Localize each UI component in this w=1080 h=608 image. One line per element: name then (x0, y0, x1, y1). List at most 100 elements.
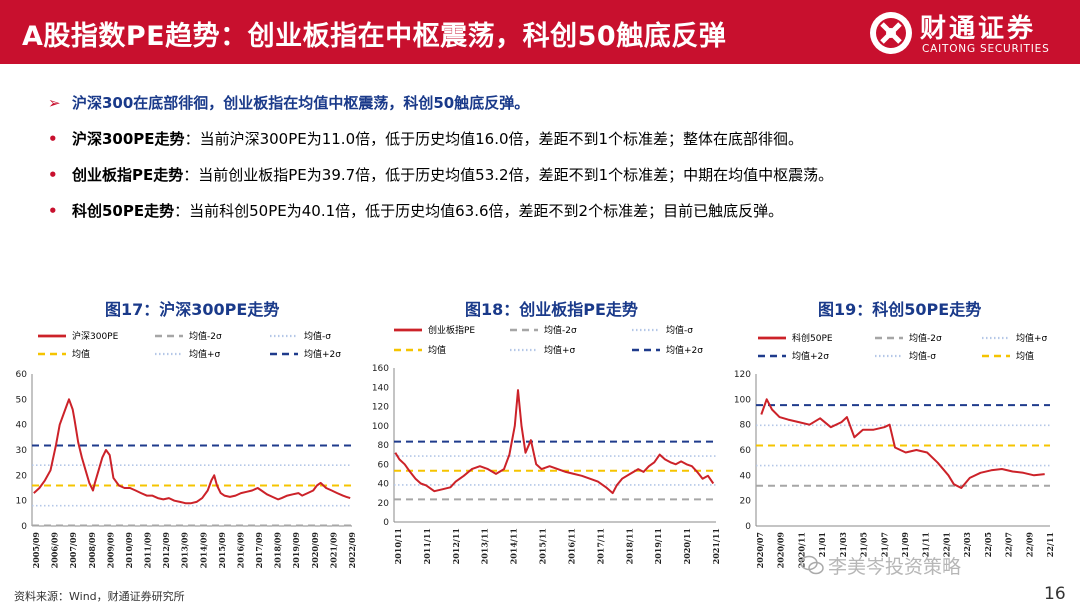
bullet-headline: ➢ 沪深300在底部徘徊，创业板指在均值中枢震荡，科创50触底反弹。 (48, 92, 1048, 128)
legend-label: 沪深300PE (72, 330, 119, 342)
chart-title-chinext: 图18：创业板指PE走势 (465, 300, 638, 319)
x-tick-label: 2020/09 (310, 532, 320, 569)
x-tick-label: 2005/09 (31, 532, 41, 569)
y-tick-label: 40 (740, 471, 752, 481)
y-tick-label: 20 (16, 471, 28, 481)
x-tick-label: 2010/11 (393, 528, 403, 564)
data-source: 资料来源：Wind，财通证券研究所 (14, 590, 185, 603)
y-tick-label: 40 (16, 421, 28, 431)
x-tick-label: 2019/09 (291, 532, 301, 569)
y-tick-label: 140 (372, 383, 389, 393)
bullet-item: • 沪深300PE走势：当前沪深300PE为11.0倍，低于历史均值16.0倍，… (48, 128, 1048, 164)
logo-chinese-name: 财通证券 (920, 14, 1037, 44)
arrow-bullet-icon: ➢ (48, 94, 61, 112)
x-tick-label: 2012/11 (451, 528, 461, 564)
y-tick-label: 60 (378, 460, 390, 470)
x-tick-label: 2017/09 (254, 532, 264, 569)
dot-bullet-icon: • (48, 166, 58, 184)
legend-label: 均值+2σ (304, 348, 341, 360)
x-tick-label: 2020/07 (755, 532, 765, 568)
x-tick-label: 2018/09 (273, 532, 283, 569)
x-tick-label: 21/03 (838, 532, 848, 558)
y-tick-label: 10 (16, 497, 28, 507)
legend-label: 均值-2σ (544, 324, 577, 336)
legend-label: 均值-σ (666, 324, 693, 336)
series-line-pe (394, 389, 715, 495)
watermark-text: 李美岑投资策略 (828, 556, 962, 578)
x-tick-label: 21/05 (859, 532, 869, 557)
x-tick-label: 2020/09 (776, 532, 786, 569)
header-bar: A股指数PE趋势：创业板指在中枢震荡，科创50触底反弹 财通证券 CAITONG… (0, 0, 1080, 64)
legend-label: 均值-σ (909, 350, 936, 362)
x-tick-label: 2008/09 (87, 532, 97, 569)
legend-label: 均值-2σ (909, 332, 942, 344)
x-tick-label: 21/07 (879, 532, 889, 557)
legend-label: 科创50PE (792, 332, 833, 344)
x-tick-label: 2018/11 (624, 528, 634, 564)
x-tick-label: 21/01 (817, 532, 827, 557)
x-tick-label: 2015/11 (538, 528, 548, 564)
x-tick-label: 2020/11 (682, 528, 692, 564)
y-tick-label: 60 (740, 446, 752, 456)
x-tick-label: 2011/11 (422, 528, 432, 564)
y-tick-label: 20 (740, 497, 752, 507)
legend-label: 均值 (72, 348, 90, 360)
dot-bullet-icon: • (48, 202, 58, 220)
x-tick-label: 2014/11 (509, 528, 519, 564)
summary-bullets: ➢ 沪深300在底部徘徊，创业板指在均值中枢震荡，科创50触底反弹。 • 沪深3… (48, 92, 1048, 236)
page-number: 16 (1044, 584, 1066, 604)
x-tick-label: 2011/09 (143, 532, 153, 569)
bullet-key: 创业板指PE走势 (72, 166, 184, 184)
x-tick-label: 2013/09 (180, 532, 190, 569)
y-tick-label: 0 (745, 522, 751, 532)
x-tick-label: 2021/11 (711, 528, 721, 564)
company-logo: 财通证券 CAITONG SECURITIES (860, 0, 1080, 64)
x-tick-label: 2009/09 (105, 532, 115, 569)
y-tick-label: 60 (16, 370, 28, 380)
page-title: A股指数PE趋势：创业板指在中枢震荡，科创50触底反弹 (22, 21, 727, 52)
x-tick-label: 2020/11 (796, 532, 806, 568)
y-tick-label: 20 (378, 499, 390, 509)
x-tick-label: 2006/09 (50, 532, 60, 569)
series-line-pe (33, 398, 351, 505)
y-tick-label: 40 (378, 480, 390, 490)
bullet-item: • 科创50PE走势：当前科创50PE为40.1倍，低于历史均值63.6倍，差距… (48, 200, 1048, 236)
legend-label: 均值+σ (1016, 332, 1048, 344)
bullet-key: 科创50PE走势 (72, 202, 175, 220)
x-tick-label: 22/01 (941, 532, 951, 557)
x-tick-label: 21/09 (900, 532, 910, 558)
y-tick-label: 0 (383, 518, 389, 528)
x-tick-label: 22/05 (983, 532, 993, 557)
legend-label: 均值+σ (189, 348, 221, 360)
chart-chinext: 创业板指PE 均值-2σ 均值-σ 均值 均值+σ 均值+2σ 0 20 40 60 80 100 12… (372, 324, 721, 564)
y-tick-label: 120 (734, 370, 751, 380)
x-tick-label: 2016/11 (566, 528, 576, 564)
chart-title-csi300: 图17：沪深300PE走势 (105, 300, 280, 319)
dot-bullet-icon: • (48, 130, 58, 148)
x-tick-label: 22/03 (962, 532, 972, 558)
x-tick-label: 2017/11 (595, 528, 605, 564)
chart-title-star50: 图19：科创50PE走势 (818, 300, 982, 319)
legend-label: 均值+σ (544, 344, 576, 356)
y-tick-label: 100 (372, 422, 389, 432)
series-line-pe (760, 398, 1045, 489)
legend-label: 均值-σ (304, 330, 331, 342)
x-tick-label: 2007/09 (68, 532, 78, 569)
y-tick-label: 160 (372, 364, 389, 374)
x-tick-label: 2012/09 (161, 532, 171, 569)
headline-text: 沪深300在底部徘徊，创业板指在均值中枢震荡，科创50触底反弹。 (72, 94, 530, 112)
caitong-logo-icon (870, 12, 912, 54)
bullet-key: 沪深300PE走势 (72, 130, 185, 148)
x-tick-label: 2021/09 (328, 532, 338, 569)
x-tick-label: 2014/09 (198, 532, 208, 569)
x-tick-label: 2015/09 (217, 532, 227, 569)
bullet-item: • 创业板指PE走势：当前创业板指PE为39.7倍，低于历史均值53.2倍，差距… (48, 164, 1048, 200)
legend-label: 均值-2σ (189, 330, 222, 342)
y-tick-label: 30 (16, 446, 28, 456)
legend-label: 创业板指PE (428, 324, 475, 336)
bullet-text: ：当前科创50PE为40.1倍，低于历史均值63.6倍，差距不到2个标准差；目前… (174, 202, 784, 220)
chart-csi300: 沪深300PE 均值-2σ 均值-σ 均值 均值+σ 均值+2σ 0 10 20 30 40 50 60… (16, 330, 357, 569)
x-tick-label: 22/09 (1024, 532, 1034, 558)
x-tick-label: 2022/09 (347, 532, 357, 569)
legend-label: 均值+2σ (792, 350, 829, 362)
